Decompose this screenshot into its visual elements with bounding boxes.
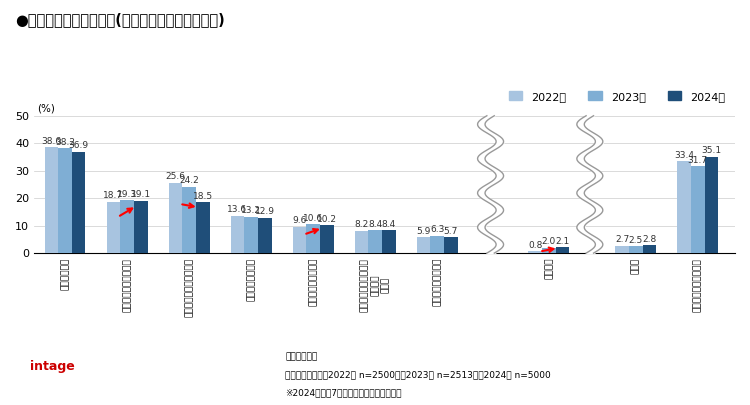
- Text: 0.8: 0.8: [528, 241, 542, 249]
- Text: 8.4: 8.4: [382, 220, 396, 229]
- Text: 18.7: 18.7: [104, 192, 124, 200]
- Text: 13.2: 13.2: [241, 207, 261, 215]
- Text: サンプルサイズ：2022年 n=2500　　2023年 n=2513　　2024年 n=5000: サンプルサイズ：2022年 n=2500 2023年 n=2513 2024年 …: [285, 371, 550, 379]
- Bar: [556, 247, 569, 253]
- Bar: [382, 230, 396, 253]
- Text: 36.9: 36.9: [68, 141, 88, 150]
- Text: 2.0: 2.0: [542, 237, 556, 246]
- Text: 5.9: 5.9: [416, 226, 430, 236]
- Text: 25.6: 25.6: [166, 173, 185, 181]
- Text: 10.2: 10.2: [316, 215, 337, 224]
- Text: ※2024年上位7項目と「海外旅行」を掲載: ※2024年上位7項目と「海外旅行」を掲載: [285, 389, 401, 398]
- Text: 10.6: 10.6: [303, 213, 323, 223]
- Bar: [368, 230, 382, 253]
- Bar: [58, 148, 72, 253]
- Text: 31.7: 31.7: [688, 156, 708, 165]
- Text: (%): (%): [37, 103, 55, 113]
- Bar: [106, 202, 120, 253]
- Text: ●夏休みシーズンの予定(過ごし方・イベントなど): ●夏休みシーズンの予定(過ごし方・イベントなど): [15, 12, 225, 27]
- Text: intage: intage: [30, 360, 75, 373]
- Bar: [629, 246, 643, 253]
- Bar: [677, 161, 691, 253]
- Bar: [643, 245, 656, 253]
- Bar: [542, 247, 556, 253]
- Bar: [258, 217, 272, 253]
- Text: 13.6: 13.6: [227, 205, 248, 214]
- Bar: [134, 200, 148, 253]
- Bar: [529, 251, 542, 253]
- Text: 2.1: 2.1: [556, 237, 570, 246]
- Bar: [196, 202, 209, 253]
- Text: 38.6: 38.6: [41, 137, 62, 146]
- Text: 38.2: 38.2: [55, 138, 75, 147]
- Bar: [320, 225, 334, 253]
- Text: 8.2: 8.2: [355, 220, 369, 229]
- Bar: [704, 157, 718, 253]
- Legend: 2022年, 2023年, 2024年: 2022年, 2023年, 2024年: [505, 87, 730, 106]
- Bar: [444, 237, 458, 253]
- Text: 35.1: 35.1: [701, 146, 721, 155]
- Text: 6.3: 6.3: [430, 226, 445, 234]
- Bar: [417, 237, 430, 253]
- Bar: [169, 183, 182, 253]
- Text: 5.7: 5.7: [444, 227, 458, 236]
- Text: 2.5: 2.5: [628, 236, 643, 245]
- Bar: [691, 166, 704, 253]
- Text: 2.8: 2.8: [642, 235, 656, 244]
- Text: ベース：全員: ベース：全員: [285, 352, 317, 361]
- Bar: [615, 246, 629, 253]
- Text: 12.9: 12.9: [255, 207, 274, 216]
- Bar: [231, 216, 244, 253]
- Bar: [44, 147, 58, 253]
- Text: 33.4: 33.4: [674, 151, 694, 160]
- Text: 24.2: 24.2: [179, 176, 199, 185]
- Text: 9.6: 9.6: [292, 216, 307, 225]
- Bar: [72, 152, 86, 253]
- Bar: [355, 230, 368, 253]
- Bar: [244, 217, 258, 253]
- Text: 19.3: 19.3: [117, 190, 137, 199]
- Bar: [182, 187, 196, 253]
- Bar: [306, 224, 320, 253]
- Bar: [120, 200, 134, 253]
- Text: 19.1: 19.1: [130, 190, 151, 199]
- Text: 2.7: 2.7: [615, 235, 629, 244]
- Bar: [292, 227, 306, 253]
- Text: 18.5: 18.5: [193, 192, 213, 201]
- Text: 8.4: 8.4: [368, 220, 382, 229]
- Bar: [430, 236, 444, 253]
